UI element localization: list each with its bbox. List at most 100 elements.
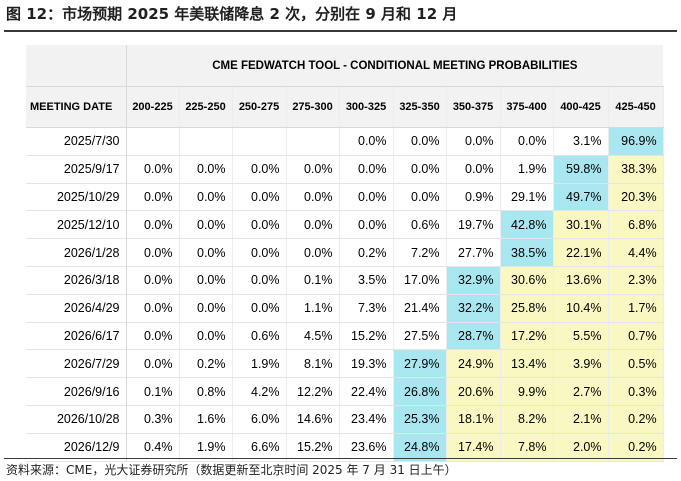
title-divider (4, 30, 677, 32)
table-row: 2026/6/17 0.0% 0.0% 0.6% 4.5% 15.2% 27.5% 28.7%… (26, 322, 664, 351)
probability-cell: 15.2% (286, 433, 340, 462)
meeting-date-cell: 2026/9/16 (26, 377, 127, 406)
probability-cell: 24.9% (446, 349, 501, 379)
probability-cell: 2.0% (553, 433, 609, 462)
probability-cell: 7.3% (339, 294, 394, 323)
table-row: 2026/12/9 0.4% 1.9% 6.6% 15.2% 23.6% 24.8% 17.4… (26, 433, 664, 462)
probability-cell: 0.0% (446, 127, 501, 156)
probability-cell: 0.5% (608, 349, 664, 379)
probability-cell: 2.3% (608, 266, 664, 295)
probability-cell: 17.4% (446, 433, 501, 462)
meeting-date-cell: 2026/12/9 (26, 433, 127, 462)
probability-cell: 17.0% (393, 266, 447, 295)
probability-cell (179, 127, 233, 156)
meeting-date-cell: 2026/4/29 (26, 294, 127, 323)
probability-cell: 0.6% (393, 210, 447, 240)
table-row: 2026/9/16 0.1% 0.8% 4.2% 12.2% 22.4% 26.8% 20.6… (26, 377, 664, 406)
probability-cell: 0.0% (126, 183, 180, 212)
probability-cell: 18.1% (446, 405, 501, 434)
probability-cell: 0.1% (286, 266, 340, 295)
probability-cell: 4.2% (232, 377, 287, 406)
probability-cell: 3.1% (553, 127, 609, 156)
probability-cell: 1.9% (500, 155, 554, 184)
column-header-200-225: 200-225 (126, 86, 180, 128)
probability-cell: 5.5% (553, 322, 609, 351)
probability-cell: 21.4% (393, 294, 447, 323)
table-row: 2025/7/30 0.0% 0.0% 0.0% 0.0% 3.1% 96.9% (26, 127, 664, 156)
table-row: 2026/1/28 0.0% 0.0% 0.0% 0.0% 0.2% 7.2% 27.7% 38… (26, 238, 664, 267)
probability-cell: 20.6% (446, 377, 501, 406)
probability-cell: 0.0% (179, 183, 233, 212)
probability-cell: 0.0% (339, 127, 394, 156)
probability-cell: 0.2% (339, 238, 394, 267)
probability-cell: 30.1% (553, 210, 609, 240)
row-header-label: MEETING DATE (26, 86, 127, 128)
probability-table: CME FEDWATCH TOOL - CONDITIONAL MEETING … (26, 45, 664, 462)
probability-cell: 30.6% (500, 266, 554, 295)
source-divider (4, 458, 677, 459)
probability-cell: 19.7% (446, 210, 501, 240)
meeting-date-cell: 2026/1/28 (26, 238, 127, 267)
column-header-300-325: 300-325 (339, 86, 394, 128)
probability-cell: 24.8% (393, 433, 447, 462)
probability-cell: 26.8% (393, 377, 447, 406)
probability-cell: 0.0% (286, 210, 340, 240)
probability-cell: 0.0% (232, 210, 287, 240)
probability-cell: 0.0% (179, 266, 233, 295)
probability-cell: 0.3% (608, 377, 664, 406)
column-header-400-425: 400-425 (553, 86, 609, 128)
corner-cell (26, 45, 127, 87)
probability-cell: 14.6% (286, 405, 340, 434)
column-header-250-275: 250-275 (232, 86, 287, 128)
table-row: 2026/7/29 0.0% 0.2% 1.9% 8.1% 19.3% 27.9% 24.9%… (26, 349, 664, 379)
meeting-date-cell: 2025/9/17 (26, 155, 127, 184)
probability-cell: 96.9% (608, 127, 664, 156)
probability-cell: 0.0% (339, 183, 394, 212)
probability-cell: 0.0% (179, 238, 233, 267)
probability-cell: 0.2% (608, 433, 664, 462)
probability-cell: 27.9% (393, 349, 447, 379)
probability-cell: 27.7% (446, 238, 501, 267)
probability-cell: 2.7% (553, 377, 609, 406)
probability-cell: 6.0% (232, 405, 287, 434)
source-note: 资料来源：CME，光大证券研究所（数据更新至北京时间 2025 年 7 月 31… (6, 463, 457, 477)
probability-cell: 0.0% (126, 266, 180, 295)
probability-cell: 23.4% (339, 405, 394, 434)
probability-cell: 19.3% (339, 349, 394, 379)
probability-cell: 10.4% (553, 294, 609, 323)
probability-cell: 6.8% (608, 210, 664, 240)
probability-cell: 3.9% (553, 349, 609, 379)
probability-cell: 0.0% (179, 155, 233, 184)
probability-cell: 4.5% (286, 322, 340, 351)
table-row: 2025/12/10 0.0% 0.0% 0.0% 0.0% 0.0% 0.6% 19.7% 4… (26, 210, 664, 240)
probability-cell: 6.6% (232, 433, 287, 462)
probability-cell: 0.7% (608, 322, 664, 351)
column-header-225-250: 225-250 (179, 86, 233, 128)
probability-cell: 29.1% (500, 183, 554, 212)
column-header-275-300: 275-300 (286, 86, 340, 128)
column-header-375-400: 375-400 (500, 86, 554, 128)
probability-cell: 7.8% (500, 433, 554, 462)
column-header-row: MEETING DATE 200-225 225-250 250-275 275-30… (26, 86, 664, 128)
probability-cell: 4.4% (608, 238, 664, 267)
table-row: 2025/10/29 0.0% 0.0% 0.0% 0.0% 0.0% 0.0% 0.9% 29… (26, 183, 664, 212)
probability-cell: 0.4% (126, 433, 180, 462)
probability-cell: 0.1% (126, 377, 180, 406)
probability-cell: 0.0% (126, 349, 180, 379)
probability-cell: 27.5% (393, 322, 447, 351)
probability-cell: 13.6% (553, 266, 609, 295)
meeting-date-cell: 2025/10/29 (26, 183, 127, 212)
probability-cell: 0.0% (232, 266, 287, 295)
probability-cell: 0.0% (393, 183, 447, 212)
column-header-425-450: 425-450 (608, 86, 664, 128)
probability-cell: 28.7% (446, 322, 501, 351)
probability-cell: 0.0% (126, 210, 180, 240)
probability-cell: 1.6% (179, 405, 233, 434)
probability-cell: 8.1% (286, 349, 340, 379)
probability-cell: 49.7% (553, 183, 609, 212)
probability-cell (126, 127, 180, 156)
probability-cell: 0.0% (126, 322, 180, 351)
probability-cell: 0.0% (286, 183, 340, 212)
meeting-date-cell: 2025/7/30 (26, 127, 127, 156)
probability-cell: 32.2% (446, 294, 501, 323)
